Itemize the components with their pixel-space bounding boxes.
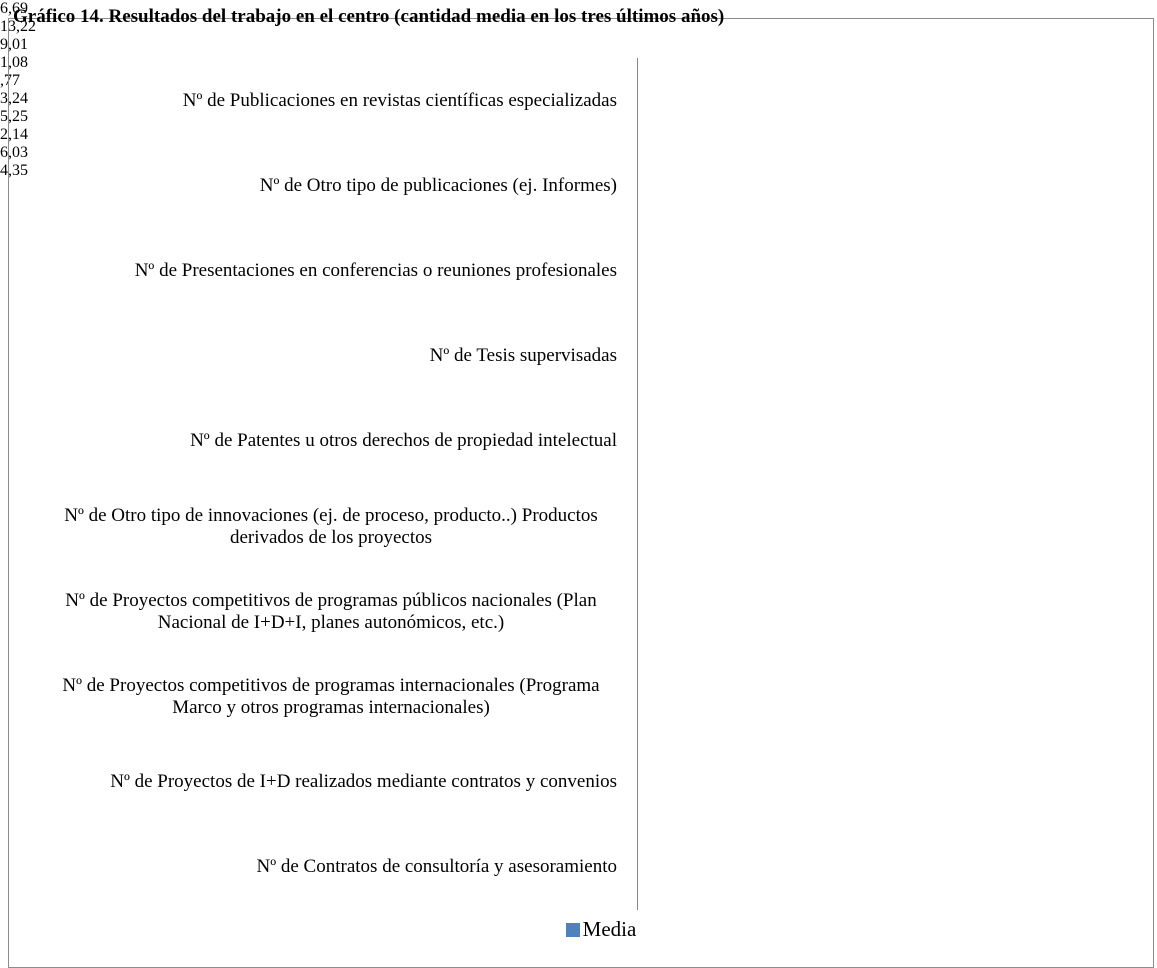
- category-label-box: Nº de Patentes u otros derechos de propi…: [45, 399, 617, 484]
- value-label: 4,35: [0, 162, 28, 179]
- category-label: Nº de Presentaciones en conferencias o r…: [134, 259, 617, 281]
- value-label: 13,22: [0, 18, 36, 35]
- category-label: Nº de Publicaciones en revistas científi…: [182, 89, 617, 111]
- category-label-box: Nº de Tesis supervisadas: [45, 314, 617, 399]
- category-label-box: Nº de Proyectos competitivos de programa…: [45, 569, 617, 654]
- category-label: Nº de Otro tipo de innovaciones (ej. de …: [64, 504, 598, 548]
- value-label: 1,08: [0, 54, 28, 71]
- category-label-box: Nº de Contratos de consultoría y asesora…: [45, 825, 617, 910]
- value-label: ,77: [0, 72, 20, 89]
- value-label: 6,03: [0, 144, 28, 161]
- category-label: Nº de Patentes u otros derechos de propi…: [190, 430, 617, 452]
- chart-title: Gráfico 14. Resultados del trabajo en el…: [13, 6, 725, 27]
- value-label: 2,14: [0, 126, 28, 143]
- category-label-box: Nº de Proyectos competitivos de programa…: [45, 654, 617, 739]
- value-label: 6,69: [0, 0, 28, 17]
- value-label: 3,24: [0, 90, 28, 107]
- value-label: 5,25: [0, 108, 28, 125]
- value-label: 9,01: [0, 36, 28, 53]
- category-label-box: Nº de Otro tipo de innovaciones (ej. de …: [45, 484, 617, 569]
- category-label: Nº de Tesis supervisadas: [429, 345, 617, 367]
- category-axis: [637, 58, 638, 910]
- category-label: Nº de Contratos de consultoría y asesora…: [256, 856, 617, 878]
- legend: Media: [0, 917, 1157, 942]
- category-label: Nº de Proyectos competitivos de programa…: [62, 674, 600, 718]
- category-label-box: Nº de Otro tipo de publicaciones (ej. In…: [45, 143, 617, 228]
- legend-swatch: [565, 922, 580, 937]
- category-label: Nº de Proyectos de I+D realizados median…: [110, 771, 617, 793]
- category-label-box: Nº de Presentaciones en conferencias o r…: [45, 228, 617, 313]
- legend-label: Media: [582, 917, 637, 941]
- category-label-box: Nº de Publicaciones en revistas científi…: [45, 58, 617, 143]
- category-label-box: Nº de Proyectos de I+D realizados median…: [45, 740, 617, 825]
- category-label: Nº de Otro tipo de publicaciones (ej. In…: [259, 174, 617, 196]
- category-label: Nº de Proyectos competitivos de programa…: [65, 589, 597, 633]
